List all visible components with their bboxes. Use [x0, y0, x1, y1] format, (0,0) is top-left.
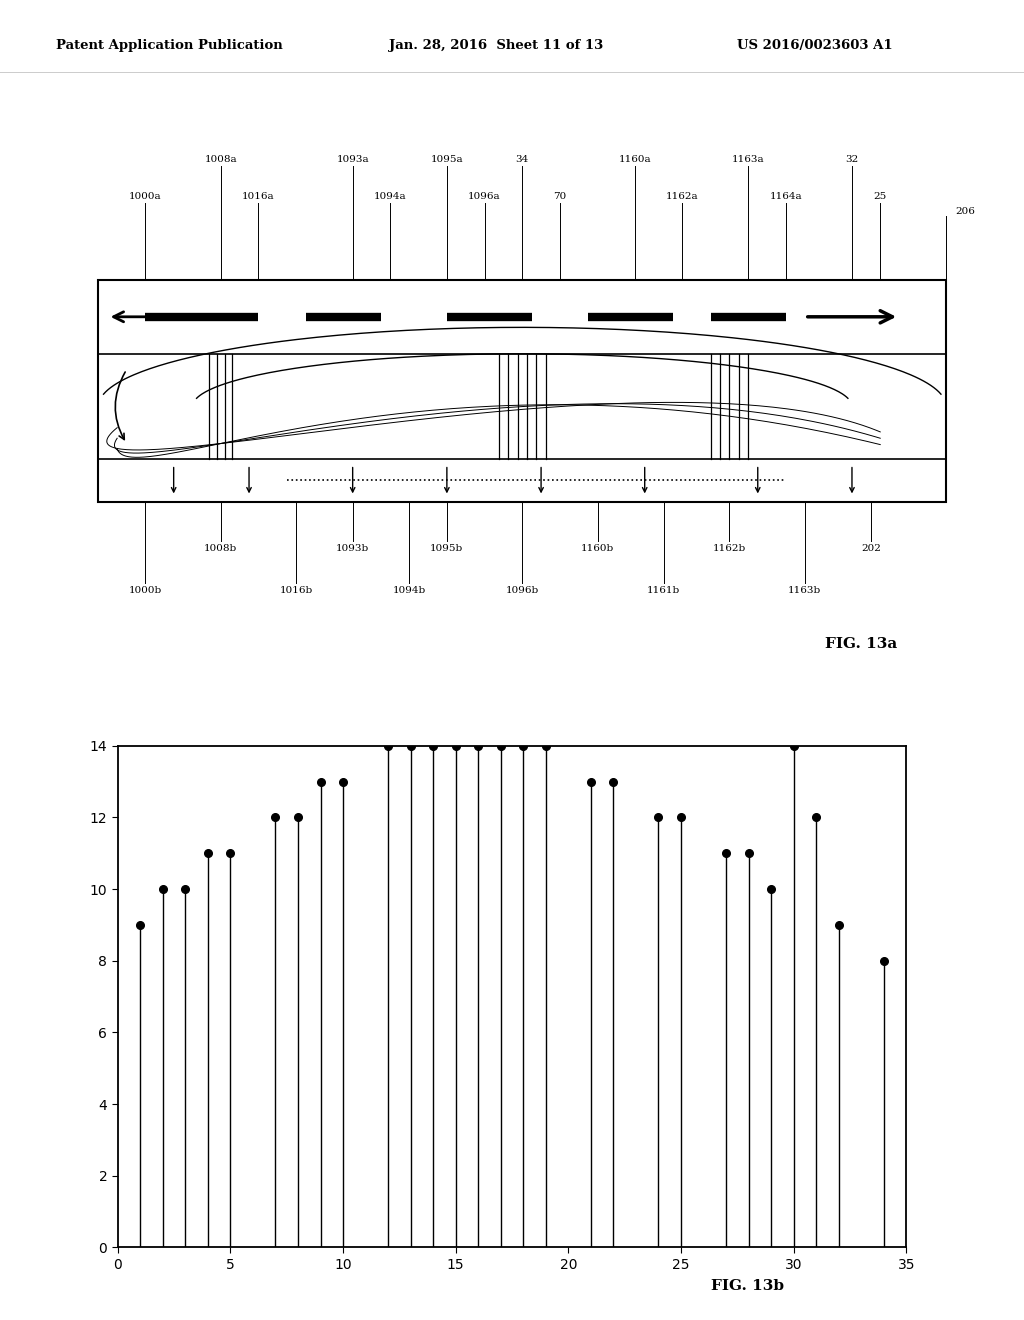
Text: 1093b: 1093b	[336, 544, 370, 553]
Text: 32: 32	[846, 154, 858, 164]
Text: 1163b: 1163b	[788, 586, 821, 595]
Text: 1160a: 1160a	[618, 154, 651, 164]
Text: 1162a: 1162a	[666, 191, 698, 201]
Text: FIG. 13b: FIG. 13b	[711, 1279, 784, 1292]
Text: US 2016/0023603 A1: US 2016/0023603 A1	[737, 40, 893, 53]
Text: 70: 70	[553, 191, 566, 201]
Text: 1016a: 1016a	[242, 191, 274, 201]
Text: 1096a: 1096a	[468, 191, 501, 201]
Text: Patent Application Publication: Patent Application Publication	[56, 40, 283, 53]
Text: 1163a: 1163a	[732, 154, 765, 164]
Text: 1096b: 1096b	[506, 586, 539, 595]
Text: 1000a: 1000a	[129, 191, 162, 201]
Text: 1008b: 1008b	[204, 544, 238, 553]
Text: 1095b: 1095b	[430, 544, 464, 553]
Text: 1164a: 1164a	[770, 191, 803, 201]
Text: 1094a: 1094a	[374, 191, 407, 201]
Text: 1162b: 1162b	[713, 544, 746, 553]
Text: FIG. 13a: FIG. 13a	[825, 638, 897, 651]
Text: 34: 34	[516, 154, 528, 164]
Bar	[98, 280, 946, 502]
Text: 206: 206	[955, 207, 976, 216]
Text: 1161b: 1161b	[647, 586, 680, 595]
Text: 25: 25	[873, 191, 887, 201]
Text: 1160b: 1160b	[581, 544, 614, 553]
Text: 1093a: 1093a	[336, 154, 369, 164]
Text: 1094b: 1094b	[392, 586, 426, 595]
Text: 1095a: 1095a	[430, 154, 463, 164]
Text: 1016b: 1016b	[280, 586, 312, 595]
Text: 202: 202	[861, 544, 881, 553]
Text: 1008a: 1008a	[205, 154, 238, 164]
Text: 1000b: 1000b	[129, 586, 162, 595]
Text: Jan. 28, 2016  Sheet 11 of 13: Jan. 28, 2016 Sheet 11 of 13	[389, 40, 603, 53]
